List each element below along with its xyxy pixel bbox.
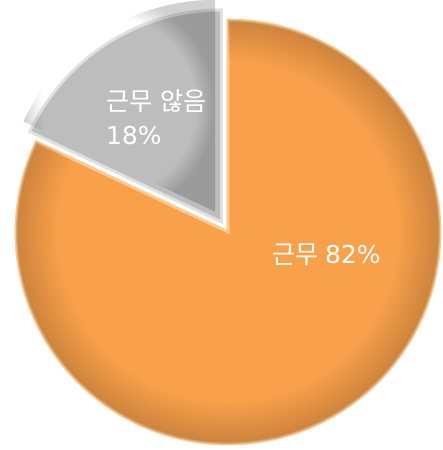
slice-category-label: 근무 않음 xyxy=(106,87,206,116)
slice-value-label: 82% xyxy=(325,240,381,269)
slice-value-label: 18% xyxy=(106,121,162,150)
slice-category-label: 근무 xyxy=(272,240,318,269)
